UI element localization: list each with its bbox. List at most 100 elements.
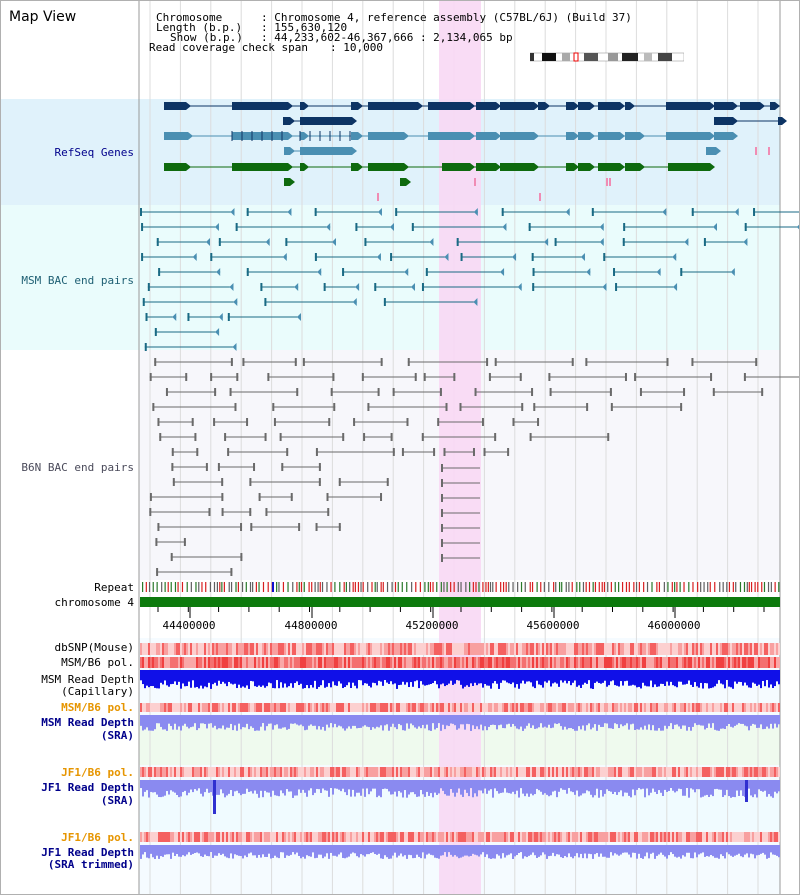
gene-exon[interactable] bbox=[232, 163, 288, 171]
jf1-b6-polymorphism bbox=[632, 767, 634, 777]
gene-exon[interactable] bbox=[300, 163, 304, 171]
msm-capillary-depth-bar bbox=[710, 670, 712, 689]
gene-exon[interactable] bbox=[351, 163, 358, 171]
gene-exon[interactable] bbox=[625, 163, 640, 171]
jf1-sra-depth-bar bbox=[172, 780, 174, 792]
gene-exon[interactable] bbox=[538, 102, 545, 110]
selected-region-highlight[interactable] bbox=[439, 0, 481, 895]
dbsnp-density bbox=[250, 643, 252, 655]
gene-exon[interactable] bbox=[368, 163, 404, 171]
gene-exon[interactable] bbox=[164, 102, 186, 110]
msm-sra-depth-bar bbox=[284, 715, 286, 728]
msm-b6-polymorphism-2 bbox=[600, 703, 602, 712]
gene-exon[interactable] bbox=[283, 117, 290, 125]
gene-exon[interactable] bbox=[714, 117, 733, 125]
dbsnp-density bbox=[386, 643, 388, 655]
gene-exon[interactable] bbox=[428, 132, 470, 140]
gene-exon[interactable] bbox=[442, 163, 470, 171]
jf1-b6-polymorphism-2 bbox=[196, 832, 198, 842]
gene-exon[interactable] bbox=[300, 132, 304, 140]
gene-exon[interactable] bbox=[666, 132, 710, 140]
jf1-b6-polymorphism bbox=[654, 767, 656, 777]
gene-exon[interactable] bbox=[476, 132, 496, 140]
jf1-trimmed-depth-bar bbox=[530, 845, 532, 855]
gene-exon[interactable] bbox=[578, 163, 590, 171]
gene-exon[interactable] bbox=[500, 132, 534, 140]
msm-b6-polymorphism-2 bbox=[502, 703, 504, 712]
msm-b6-polymorphism bbox=[536, 657, 538, 668]
msm-b6-polymorphism-2 bbox=[536, 703, 538, 712]
jf1-b6-polymorphism bbox=[666, 767, 668, 777]
gene-exon[interactable] bbox=[578, 132, 590, 140]
gene-exon[interactable] bbox=[740, 102, 760, 110]
msm-b6-polymorphism-2 bbox=[258, 703, 260, 712]
gene-exon[interactable] bbox=[578, 102, 590, 110]
jf1-sra-depth-bar bbox=[458, 780, 460, 789]
jf1-trimmed-depth-bar bbox=[304, 845, 306, 859]
gene-exon[interactable] bbox=[598, 102, 620, 110]
msm-sra-depth-bar bbox=[550, 715, 552, 729]
dbsnp-density bbox=[662, 643, 664, 655]
gene-exon[interactable] bbox=[232, 132, 288, 140]
gene-exon[interactable] bbox=[300, 102, 304, 110]
gene-exon[interactable] bbox=[714, 132, 733, 140]
gene-exon[interactable] bbox=[566, 163, 574, 171]
dbsnp-density bbox=[162, 643, 164, 655]
jf1-b6-polymorphism bbox=[480, 767, 482, 777]
b6n-bac-end bbox=[152, 403, 155, 411]
gene-exon[interactable] bbox=[598, 163, 620, 171]
jf1-trimmed-depth-bar bbox=[260, 845, 262, 858]
msm-b6-polymorphism-2 bbox=[272, 703, 274, 712]
gene-exon[interactable] bbox=[284, 178, 290, 186]
gene-exon[interactable] bbox=[400, 178, 406, 186]
jf1-sra-depth-bar bbox=[562, 780, 564, 790]
msm-capillary-depth-bar bbox=[642, 670, 644, 683]
gene-exon[interactable] bbox=[164, 163, 186, 171]
ideogram-current-region[interactable] bbox=[573, 52, 579, 62]
chromosome-ideogram[interactable] bbox=[530, 52, 684, 62]
gene-exon[interactable] bbox=[232, 102, 288, 110]
gene-exon[interactable] bbox=[300, 147, 352, 155]
gene-exon[interactable] bbox=[368, 102, 418, 110]
gene-exon[interactable] bbox=[706, 147, 716, 155]
msm-b6-polymorphism bbox=[580, 657, 582, 668]
msm-capillary-depth-bar bbox=[206, 670, 208, 688]
gene-exon[interactable] bbox=[476, 102, 496, 110]
gene-exon[interactable] bbox=[598, 132, 620, 140]
msm-b6-polymorphism-2 bbox=[454, 703, 456, 712]
gene-exon[interactable] bbox=[428, 102, 470, 110]
gene-exon[interactable] bbox=[566, 102, 574, 110]
gene-exon[interactable] bbox=[566, 132, 574, 140]
dbsnp-density bbox=[490, 643, 492, 655]
gene-exon[interactable] bbox=[476, 163, 496, 171]
gene-exon[interactable] bbox=[770, 102, 775, 110]
gene-exon[interactable] bbox=[778, 117, 782, 125]
gene-exon[interactable] bbox=[625, 132, 640, 140]
chromosome-bar[interactable] bbox=[140, 597, 780, 607]
gene-exon[interactable] bbox=[714, 102, 733, 110]
b6n-bac-end bbox=[332, 373, 335, 381]
jf1-sra-depth-bar bbox=[164, 780, 166, 796]
jf1-sra-depth-bar bbox=[376, 780, 378, 798]
repeat-element bbox=[164, 582, 166, 592]
gene-exon[interactable] bbox=[300, 117, 352, 125]
b6n-bac-end bbox=[414, 373, 417, 381]
msm-b6-polymorphism-2 bbox=[730, 703, 732, 712]
msm-b6-polymorphism bbox=[426, 657, 428, 668]
gene-exon[interactable] bbox=[368, 132, 404, 140]
msm-sra-depth-bar bbox=[700, 715, 702, 726]
jf1-b6-polymorphism-2 bbox=[284, 832, 286, 842]
gene-exon[interactable] bbox=[164, 132, 188, 140]
gene-exon[interactable] bbox=[625, 102, 630, 110]
gene-exon[interactable] bbox=[351, 132, 358, 140]
gene-exon[interactable] bbox=[668, 163, 710, 171]
gene-strand-arrow bbox=[775, 102, 780, 110]
gene-exon[interactable] bbox=[666, 102, 710, 110]
gene-exon[interactable] bbox=[284, 147, 290, 155]
gene-exon[interactable] bbox=[500, 163, 534, 171]
jf1-sra-depth-bar bbox=[632, 780, 634, 790]
gene-exon[interactable] bbox=[351, 102, 358, 110]
gene-exon[interactable] bbox=[500, 102, 534, 110]
msm-sra-depth-bar bbox=[262, 715, 264, 724]
